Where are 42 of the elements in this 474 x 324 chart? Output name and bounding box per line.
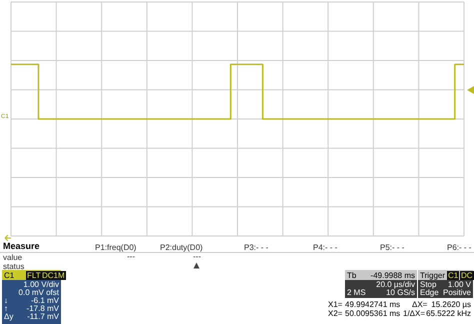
text: 0.0 mV ofst [18, 288, 59, 297]
text: --- [127, 252, 135, 261]
text: 15.2620 µs [431, 300, 471, 309]
text: P5:- - - [380, 243, 404, 252]
text: ΔX= [412, 300, 428, 309]
text: Tb [347, 271, 356, 280]
text: X2= [328, 309, 342, 318]
text: ↓ [4, 296, 8, 305]
text: P4:- - - [313, 243, 338, 252]
text: 20.0 µs/div [376, 280, 415, 289]
text: P2:duty(D0) [160, 243, 203, 252]
text: P3:- - - [244, 243, 268, 252]
text: 10 GS/s [386, 288, 415, 297]
text: value [3, 253, 22, 262]
text: X1= [328, 300, 342, 309]
text: -49.9988 ms [370, 271, 415, 280]
text: status [3, 262, 24, 271]
text: Edge [420, 288, 439, 297]
text: DC [460, 271, 474, 280]
text: C1 [447, 271, 460, 280]
text: 65.5222 kHz [426, 309, 471, 318]
text: --- [193, 252, 201, 261]
text: P6:- - - [447, 243, 472, 252]
text: 50.0095361 ms [345, 309, 400, 318]
text: Measure [3, 241, 40, 251]
text: 1.00 V/div [23, 280, 59, 289]
text: FLT [26, 271, 42, 280]
text: 1/ΔX= [403, 309, 426, 318]
text: Stop [420, 280, 436, 289]
text: 49.9942741 ms [345, 300, 400, 309]
text: 2 MS [347, 288, 366, 297]
text: DC1M [41, 271, 66, 280]
text: Δy [4, 312, 14, 321]
text: -11.7 mV [27, 312, 59, 321]
text: P1:freq(D0) [95, 243, 136, 252]
text: -17.8 mV [26, 304, 59, 313]
text: C1 [4, 271, 14, 280]
text: -6.1 mV [30, 296, 59, 305]
text: 1.00 V [448, 280, 471, 289]
text: Positive [442, 288, 471, 297]
text: ↑ [4, 304, 8, 313]
text: Trigger [420, 271, 446, 280]
